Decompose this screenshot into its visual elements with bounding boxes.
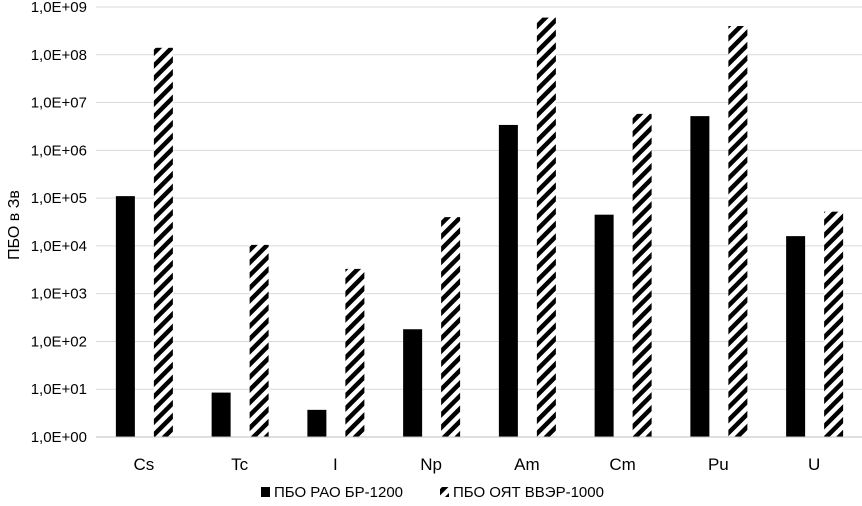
bar-U-rao bbox=[786, 236, 806, 437]
x-tick-label: Cm bbox=[609, 455, 635, 474]
bar-Am-rao bbox=[498, 124, 518, 437]
y-tick-label: 1,0E+04 bbox=[31, 238, 87, 255]
y-tick-label: 1,0E+00 bbox=[31, 429, 87, 446]
axes: 1,0E+00 1,0E+01 1,0E+02 1,0E+03 1,0E+04 1,0E+… bbox=[31, 0, 862, 474]
bar-Tc-oyat bbox=[249, 244, 269, 437]
x-tick-label: Cs bbox=[133, 455, 154, 474]
y-tick-label: 1,0E+07 bbox=[31, 95, 87, 112]
bar-Cs-rao bbox=[115, 196, 135, 437]
bar-Cm-oyat bbox=[632, 113, 652, 438]
bar-Pu-oyat bbox=[728, 26, 748, 437]
bar-Am-oyat bbox=[536, 17, 556, 438]
gridlines bbox=[96, 6, 862, 390]
x-tick-label: Am bbox=[514, 455, 540, 474]
y-tick-label: 1,0E+06 bbox=[31, 142, 87, 159]
y-tick-label: 1,0E+08 bbox=[31, 47, 87, 64]
bar-Tc-rao bbox=[211, 392, 231, 437]
legend-swatch-oyat bbox=[440, 487, 449, 497]
x-tick-label: U bbox=[808, 455, 820, 474]
bar-U-oyat bbox=[824, 211, 844, 437]
bar-Np-rao bbox=[403, 329, 423, 437]
legend-label-oyat: ПБО ОЯТ ВВЭР-1000 bbox=[453, 484, 604, 501]
y-axis-label: ПБО в Зв bbox=[6, 190, 23, 260]
y-tick-label: 1,0E+01 bbox=[31, 381, 87, 398]
bar-I-oyat bbox=[345, 268, 365, 437]
y-tick-label: 1,0E+05 bbox=[31, 190, 87, 207]
x-tick-label: I bbox=[333, 455, 338, 474]
bar-Cm-rao bbox=[594, 214, 614, 437]
y-tick-label: 1,0E+02 bbox=[31, 333, 87, 350]
legend-swatch-rao bbox=[261, 487, 270, 497]
bar-Pu-rao bbox=[690, 116, 710, 438]
legend-label-rao: ПБО РАО БР-1200 bbox=[274, 484, 403, 501]
y-tick-label: 1,0E+09 bbox=[31, 0, 87, 16]
bar-I-rao bbox=[307, 409, 327, 437]
x-tick-label: Np bbox=[420, 455, 442, 474]
y-tick-label: 1,0E+03 bbox=[31, 286, 87, 303]
x-tick-label: Tc bbox=[231, 455, 249, 474]
x-tick-label: Pu bbox=[708, 455, 729, 474]
bars bbox=[115, 17, 844, 438]
legend: ПБО РАО БР-1200 ПБО ОЯТ ВВЭР-1000 bbox=[261, 484, 604, 501]
bar-Np-oyat bbox=[441, 217, 461, 437]
bar-Cs-oyat bbox=[153, 47, 173, 437]
